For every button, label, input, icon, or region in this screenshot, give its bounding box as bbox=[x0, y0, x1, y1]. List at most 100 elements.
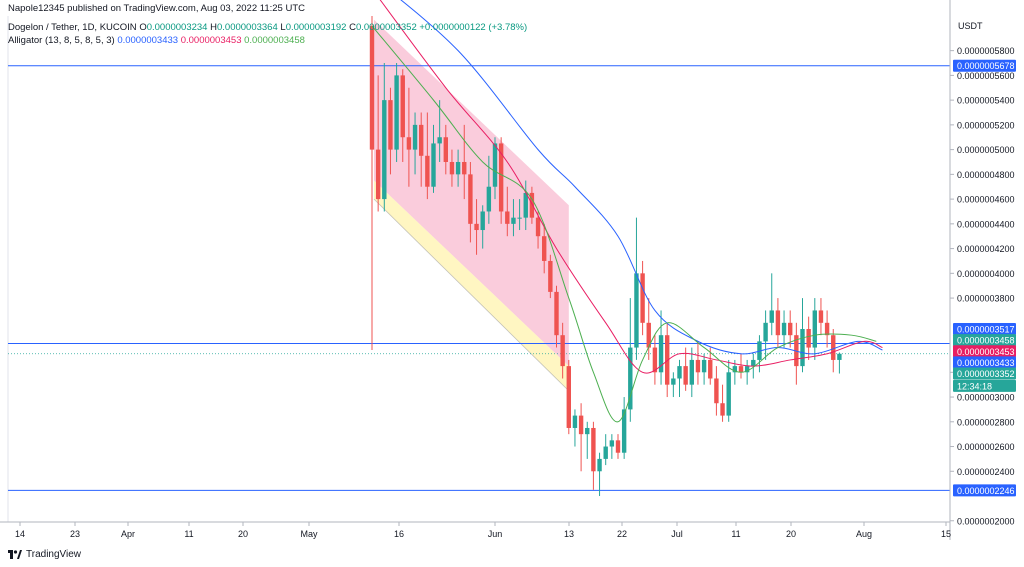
price-label-bg bbox=[953, 484, 1016, 497]
price-label-tag: 0.0000003517 bbox=[953, 323, 1016, 336]
candle-body bbox=[492, 143, 498, 187]
brand-name: TradingView bbox=[26, 549, 82, 560]
candle bbox=[412, 112, 418, 175]
candle bbox=[658, 310, 664, 385]
candle bbox=[824, 310, 830, 348]
time-tick-label: Jul bbox=[671, 529, 683, 539]
candle-body bbox=[462, 161, 467, 175]
candle bbox=[449, 149, 455, 187]
price-label-text: 0.0000003433 bbox=[957, 358, 1015, 368]
candle-body bbox=[578, 415, 584, 435]
time-axis[interactable]: 14 23 Apr 11 20 May 16 Jun 13 22 Jul 11 20 Aug 15 bbox=[0, 521, 951, 539]
candle-body bbox=[714, 378, 719, 404]
close-label: C bbox=[349, 22, 356, 33]
candle-body bbox=[658, 335, 664, 373]
price-axis[interactable]: 0.0000005800 0.0000005600 0.0000005400 0.00… bbox=[949, 0, 1015, 540]
candle bbox=[542, 223, 547, 274]
candle bbox=[726, 359, 731, 422]
time-tick-label: 15 bbox=[941, 529, 951, 539]
candle-body bbox=[683, 366, 688, 385]
candle bbox=[431, 124, 436, 193]
time-tick-label: 20 bbox=[238, 529, 248, 539]
price-label-bg bbox=[953, 334, 1016, 347]
candle bbox=[474, 199, 479, 255]
price-tick-label: 0.0000005800 bbox=[957, 46, 1015, 56]
time-tick-label: Jun bbox=[488, 529, 503, 539]
candle-body bbox=[498, 143, 504, 212]
candle-body bbox=[597, 458, 602, 472]
candle bbox=[788, 310, 793, 348]
candle bbox=[455, 149, 461, 187]
candle bbox=[443, 124, 448, 175]
brand-footer[interactable]: TradingView bbox=[8, 549, 81, 560]
candles-layer bbox=[369, 16, 842, 497]
high-label: H bbox=[210, 22, 217, 33]
candle bbox=[554, 285, 559, 348]
candle-body bbox=[431, 143, 436, 187]
candle-body bbox=[505, 211, 510, 224]
candle-body bbox=[701, 359, 707, 373]
price-tick-label: 0.0000004200 bbox=[957, 244, 1015, 254]
candle bbox=[548, 254, 553, 299]
candle bbox=[560, 322, 565, 379]
candle bbox=[677, 359, 682, 398]
high-value: 0.0000003364 bbox=[216, 22, 278, 33]
alligator-lips-line bbox=[371, 25, 877, 423]
symbol-legend[interactable]: Dogelon / Tether, 1D, KUCOIN O0.00000032… bbox=[8, 22, 527, 33]
candle bbox=[701, 353, 707, 385]
time-tick-label: 20 bbox=[786, 529, 796, 539]
channel-lower-edge bbox=[373, 198, 570, 392]
candle-body bbox=[548, 260, 553, 292]
candle-body bbox=[480, 211, 485, 231]
price-label-bg bbox=[953, 356, 1016, 369]
candle bbox=[498, 137, 504, 224]
price-label-text: 0.0000003352 bbox=[957, 369, 1015, 379]
candle-body bbox=[394, 75, 399, 150]
candle-body bbox=[468, 174, 473, 224]
price-label-text: 12:34:18 bbox=[957, 381, 992, 391]
candle bbox=[757, 335, 762, 373]
time-tick-label: 11 bbox=[184, 529, 193, 539]
price-label-tag: 0.0000002246 bbox=[953, 484, 1016, 497]
candle-body bbox=[695, 359, 701, 373]
time-tick-label: 23 bbox=[70, 529, 80, 539]
price-label-tag: 0.0000005678 bbox=[953, 59, 1016, 72]
price-label-bg bbox=[953, 59, 1016, 72]
candle-body bbox=[406, 137, 412, 150]
candle bbox=[585, 421, 590, 459]
indicator-legend[interactable]: Alligator (13, 8, 5, 8, 5, 3) 0.00000034… bbox=[8, 35, 305, 46]
price-tick-label: 0.0000004400 bbox=[957, 219, 1015, 229]
candle-body bbox=[634, 273, 639, 348]
candle bbox=[634, 217, 639, 360]
candle bbox=[597, 452, 602, 497]
candle bbox=[806, 316, 811, 360]
open-value: 0.0000003234 bbox=[146, 22, 208, 33]
candle bbox=[769, 273, 774, 336]
candle-body bbox=[751, 359, 756, 367]
low-label: L bbox=[280, 22, 286, 33]
time-tick-label: 14 bbox=[15, 529, 25, 539]
time-tick-label: 22 bbox=[617, 529, 627, 539]
time-tick-label: 11 bbox=[731, 529, 740, 539]
candle bbox=[837, 352, 842, 374]
change-value: +0.0000000122 (+3.78%) bbox=[419, 22, 528, 33]
candle bbox=[535, 211, 541, 249]
candle bbox=[419, 112, 424, 187]
price-label-tag: 0.0000003433 bbox=[953, 356, 1016, 369]
low-value: 0.0000003192 bbox=[285, 22, 347, 33]
candle-body bbox=[455, 161, 461, 175]
candle-body bbox=[812, 310, 817, 348]
price-label-text: 0.0000003517 bbox=[957, 325, 1015, 335]
candle bbox=[615, 434, 621, 459]
price-tick-label: 0.0000002000 bbox=[957, 516, 1015, 526]
price-label-text: 0.0000005678 bbox=[957, 61, 1015, 71]
candle bbox=[689, 347, 694, 398]
candle bbox=[511, 199, 516, 237]
candle-body bbox=[831, 335, 836, 360]
candle-body bbox=[677, 366, 682, 379]
candle-body bbox=[449, 161, 455, 175]
candle bbox=[714, 366, 719, 416]
price-label-text: 0.0000003453 bbox=[957, 347, 1015, 357]
candle-body bbox=[585, 427, 590, 435]
